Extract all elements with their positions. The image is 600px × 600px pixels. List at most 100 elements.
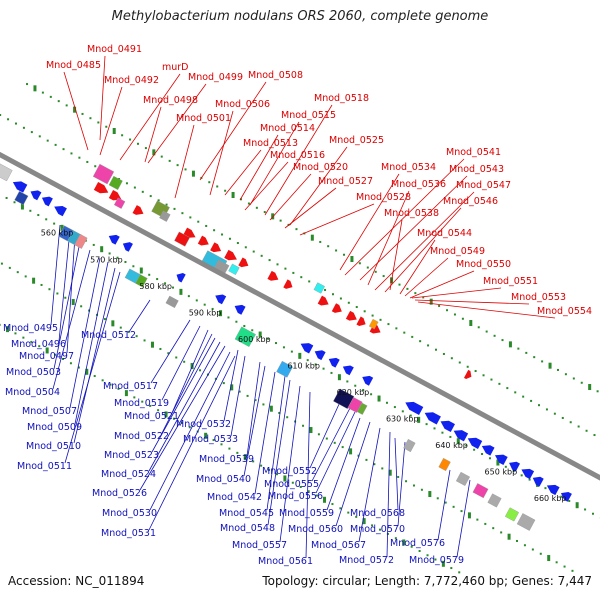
leader-line [305, 391, 311, 559]
grid-dot [187, 295, 190, 298]
gene-label: Mnod_0557 [232, 540, 287, 551]
gene-label: Mnod_0567 [311, 540, 366, 551]
grid-dot [267, 337, 270, 340]
grid-dot [469, 320, 473, 327]
grid-dot [276, 263, 279, 266]
grid-dot [86, 160, 89, 163]
gene-label: Mnod_0568 [350, 508, 405, 519]
gene-label: Mnod_0541 [446, 147, 501, 158]
forward-gene-arrow [283, 279, 293, 289]
leader-line [148, 341, 221, 472]
leader-line [326, 417, 361, 511]
leader-line [289, 146, 348, 226]
reverse-gene-arrow [560, 491, 572, 502]
grid-dot [26, 83, 29, 86]
gene-label: Mnod_0531 [101, 528, 156, 539]
leader-line [344, 158, 465, 276]
feature-block [74, 233, 88, 249]
grid-dot [401, 410, 404, 413]
grid-dot [148, 273, 151, 276]
grid-dot [493, 334, 496, 337]
grid-dot [580, 381, 583, 384]
reverse-gene-arrow [300, 343, 314, 354]
gene-label: Mnod_0550 [456, 259, 511, 270]
grid-dot [173, 207, 176, 210]
grid-dot [358, 262, 361, 265]
scale-tick-label: 590 kbp [189, 308, 222, 317]
gene-label: Mnod_0534 [381, 162, 436, 173]
grid-dot [279, 219, 282, 222]
grid-dot [473, 448, 476, 451]
leader-line [409, 270, 475, 299]
grid-dot [149, 404, 152, 407]
grid-dot [347, 301, 350, 304]
scale-tick-label: 640 kbp [435, 441, 468, 450]
grid-dot [271, 213, 275, 220]
feature-block [313, 282, 325, 294]
grid-dot [553, 412, 556, 415]
grid-dot [282, 346, 285, 349]
feature-block [455, 471, 470, 486]
reverse-gene-arrow [41, 196, 53, 207]
gene-label: Mnod_0538 [384, 208, 439, 219]
forward-gene-arrow [345, 310, 357, 321]
leader-line [99, 86, 123, 156]
grid-dot [73, 106, 77, 113]
grid-dot [180, 421, 183, 424]
gene-label: Mnod_0497 [19, 351, 74, 362]
reverse-gene-arrow [108, 234, 120, 245]
grid-dot [419, 340, 422, 343]
grid-dot [428, 491, 432, 498]
forward-gene-arrow [331, 303, 342, 313]
leader-line [64, 271, 121, 464]
forward-gene-arrow [93, 181, 109, 194]
grid-dot [191, 170, 195, 177]
grid-dot [378, 528, 381, 531]
grid-dot [425, 423, 428, 426]
grid-dot [46, 139, 49, 142]
grid-dot [350, 256, 354, 263]
gene-label: Mnod_0560 [288, 524, 343, 535]
grid-dot [412, 484, 415, 487]
grid-dot [45, 347, 49, 354]
gene-label: Mnod_0551 [483, 276, 538, 287]
grid-dot [441, 431, 444, 434]
gene-label: Mnod_0504 [5, 387, 60, 398]
leader-line [358, 427, 381, 543]
feature-block [113, 197, 126, 209]
grid-dot [37, 214, 40, 217]
forward-gene-arrow [267, 270, 279, 281]
grid-dot [132, 265, 135, 268]
grid-dot [371, 314, 374, 317]
gene-label: Mnod_0520 [293, 162, 348, 173]
leader-line [284, 187, 337, 229]
feature-block [92, 163, 115, 185]
gene-label: Mnod_0491 [87, 44, 142, 55]
grid-dot [357, 454, 360, 457]
grid-dot [62, 357, 65, 360]
grid-dot [16, 271, 19, 274]
grid-dot [476, 518, 479, 521]
grid-dot [48, 288, 51, 291]
gene-label: Mnod_0554 [537, 306, 592, 317]
grid-dot [171, 286, 174, 289]
gene-label: Mnod_0509 [27, 422, 82, 433]
feature-block [438, 457, 451, 472]
feature-block [165, 295, 179, 309]
grid-dot [370, 393, 373, 396]
grid-dot [20, 203, 24, 210]
reverse-gene-arrow [328, 357, 340, 368]
grid-dot [243, 324, 246, 327]
grid-dot [62, 148, 65, 151]
grid-dot [417, 416, 421, 423]
grid-dot [94, 165, 97, 168]
grid-dot [160, 155, 163, 158]
leader-line [224, 149, 262, 196]
leader-line [389, 219, 403, 291]
grid-dot [262, 403, 265, 406]
leader-line [151, 337, 216, 453]
grid-dot [450, 567, 453, 570]
leader-line [174, 124, 195, 199]
grid-dot [315, 494, 318, 497]
grid-dot [458, 571, 461, 574]
